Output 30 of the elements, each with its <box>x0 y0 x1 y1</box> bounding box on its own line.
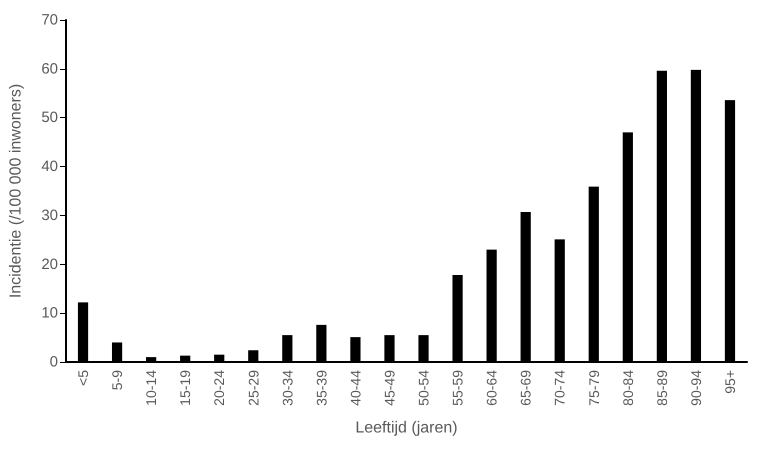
x-tick-label: 65-69 <box>518 370 534 406</box>
x-tick-label: 25-29 <box>245 370 262 406</box>
x-tick-label: 95+ <box>722 370 738 394</box>
x-tick-label: 10-14 <box>143 370 160 406</box>
x-tick-label: 15-19 <box>177 370 194 406</box>
x-tick-label: 45-49 <box>381 370 398 406</box>
x-tick-label: 85-89 <box>654 370 670 406</box>
x-tick-label: 50-54 <box>416 370 432 406</box>
x-tick-label: 75-79 <box>586 370 602 406</box>
x-tick-label: 5-9 <box>109 370 126 390</box>
y-tick-label: 60 <box>41 60 58 78</box>
y-tick-label: 10 <box>41 304 58 322</box>
x-tick-label: 20-24 <box>211 370 228 406</box>
y-tick-label: 40 <box>41 158 58 176</box>
x-tick-label: 90-94 <box>688 370 704 406</box>
x-tick-label: 60-64 <box>484 370 500 406</box>
y-tick-label: 30 <box>41 206 58 224</box>
y-tick-label: 70 <box>41 12 58 28</box>
x-tick-label: <5 <box>75 370 92 386</box>
x-tick-label: 55-59 <box>450 370 466 406</box>
y-axis-title: Incidentie (/100 000 inwoners) <box>8 84 24 298</box>
y-tick-label: 20 <box>41 256 58 273</box>
x-tick-label: 40-44 <box>347 370 364 406</box>
x-axis-title: Leeftijd (jaren) <box>355 420 458 436</box>
x-tick-label: 30-34 <box>279 370 296 406</box>
x-tick-label: 35-39 <box>313 370 330 406</box>
x-tick-label: 80-84 <box>620 370 636 406</box>
x-tick-label: 70-74 <box>552 370 568 406</box>
y-tick-label: 0 <box>50 354 58 370</box>
y-tick-label: 50 <box>41 109 58 126</box>
